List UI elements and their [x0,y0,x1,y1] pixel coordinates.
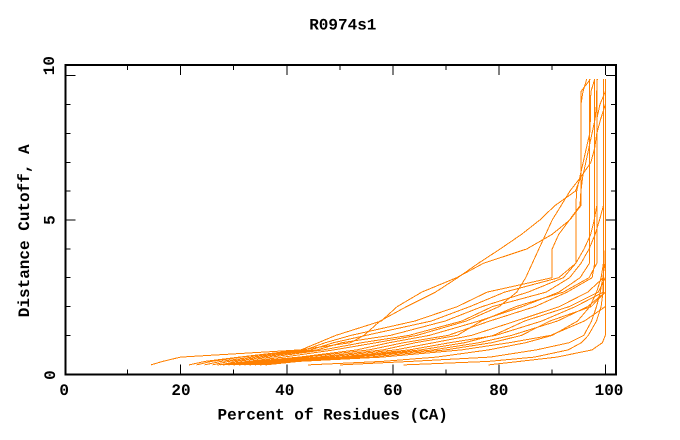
svg-text:5: 5 [42,215,60,225]
svg-text:60: 60 [383,382,402,400]
svg-text:R0974s1: R0974s1 [309,17,376,35]
svg-text:Percent of Residues (CA): Percent of Residues (CA) [217,406,447,424]
svg-text:20: 20 [171,382,190,400]
svg-text:Distance Cutoff, A: Distance Cutoff, A [16,144,34,317]
svg-text:0: 0 [42,370,60,380]
svg-text:100: 100 [595,382,624,400]
svg-text:80: 80 [489,382,508,400]
svg-text:0: 0 [59,382,69,400]
svg-text:40: 40 [275,382,294,400]
svg-text:10: 10 [41,56,59,75]
